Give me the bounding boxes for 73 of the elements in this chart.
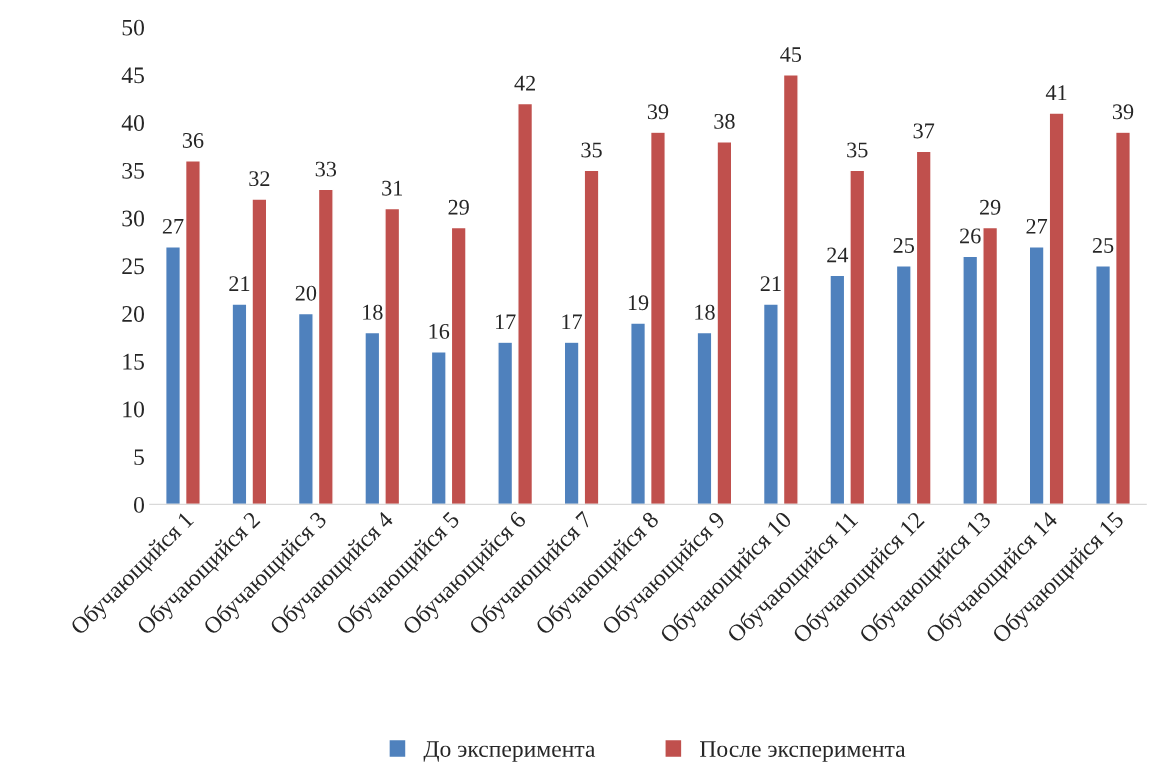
data-label: 27 — [162, 218, 184, 234]
data-label: 18 — [363, 304, 383, 320]
bar — [696, 331, 713, 505]
data-label: 37 — [913, 123, 935, 139]
bar — [915, 150, 932, 505]
legend-label: До эксперимента — [423, 741, 596, 762]
y-tick-label: 20 — [122, 305, 144, 322]
bar — [317, 188, 334, 505]
data-label: 39 — [1112, 104, 1134, 120]
data-label: 29 — [448, 199, 469, 215]
legend-label: После эксперимента — [700, 741, 906, 762]
bar — [430, 350, 447, 505]
data-label: 18 — [695, 304, 715, 320]
data-label: 20 — [295, 285, 317, 301]
y-tick-label: 25 — [122, 258, 144, 275]
y-tick-label: 5 — [134, 449, 144, 466]
y-tick-label: 0 — [133, 496, 144, 513]
bar — [1048, 112, 1065, 505]
data-label: 41 — [1045, 85, 1067, 100]
bar — [649, 131, 666, 505]
y-tick-label: 15 — [123, 353, 144, 370]
bar — [982, 226, 999, 505]
bar — [251, 198, 268, 505]
data-label: 24 — [827, 247, 849, 263]
bar — [782, 74, 799, 505]
bar — [297, 312, 314, 505]
data-label: 16 — [429, 323, 450, 339]
y-tick-label: 45 — [121, 67, 144, 84]
data-label: 25 — [1092, 238, 1114, 253]
bar — [450, 226, 467, 505]
data-label: 25 — [893, 238, 915, 253]
bar — [563, 341, 580, 505]
bar — [962, 255, 979, 505]
data-label: 21 — [760, 276, 781, 291]
y-tick-label: 10 — [123, 401, 144, 418]
bar — [583, 169, 600, 505]
bar — [630, 322, 647, 505]
bar — [1028, 245, 1045, 505]
bar — [184, 160, 201, 505]
data-label: 29 — [979, 199, 1001, 215]
data-label: 27 — [1026, 218, 1048, 234]
bar — [829, 274, 846, 505]
y-tick-label: 40 — [121, 115, 144, 132]
data-label: 42 — [514, 75, 535, 91]
bar — [895, 265, 912, 505]
bar — [762, 303, 779, 505]
data-label: 39 — [647, 104, 669, 120]
data-label: 36 — [182, 133, 204, 148]
bar — [1095, 265, 1112, 505]
bar — [517, 102, 534, 505]
y-tick-label: 50 — [122, 19, 144, 36]
data-label: 26 — [960, 228, 981, 244]
bar — [384, 207, 401, 505]
data-label: 21 — [229, 276, 250, 291]
data-label: 17 — [562, 314, 583, 330]
data-label: 35 — [847, 142, 868, 158]
data-label: 31 — [382, 180, 403, 196]
data-label: 17 — [496, 314, 516, 330]
bar — [1114, 131, 1131, 505]
bar — [497, 341, 514, 505]
data-label: 19 — [628, 295, 649, 311]
y-tick-label: 30 — [122, 210, 144, 227]
bar — [364, 331, 381, 505]
data-label: 35 — [581, 142, 602, 158]
data-label: 45 — [780, 47, 802, 63]
bar — [849, 169, 866, 505]
bar — [716, 141, 733, 505]
data-label: 38 — [714, 113, 735, 129]
data-label: 32 — [249, 171, 270, 187]
data-label: 33 — [315, 161, 337, 177]
bar — [231, 303, 248, 505]
y-tick-label: 35 — [122, 162, 144, 179]
bar — [165, 245, 182, 505]
